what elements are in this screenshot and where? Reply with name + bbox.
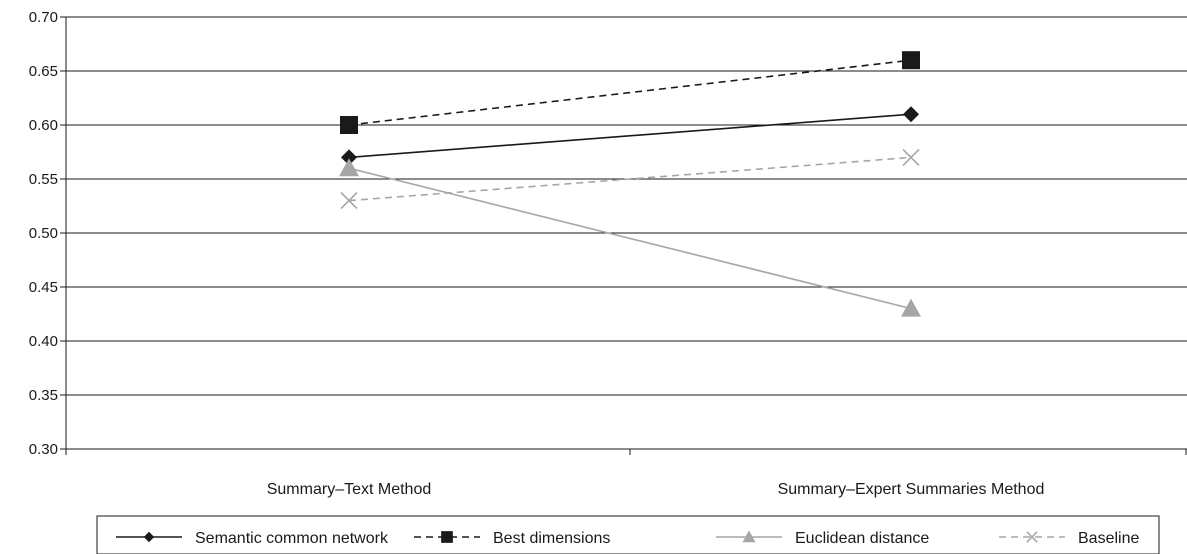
legend-item-euclidean-distance: Euclidean distance xyxy=(716,530,929,547)
x-tick-label: Summary–Expert Summaries Method xyxy=(778,481,1045,498)
y-tick-label: 0.70 xyxy=(29,9,58,26)
y-tick-label: 0.30 xyxy=(29,441,58,458)
legend-item-semantic-common-network: Semantic common network xyxy=(116,530,389,547)
x-tick-label: Summary–Text Method xyxy=(267,481,432,498)
series-line-euclidean-distance xyxy=(348,167,912,310)
y-tick-label: 0.60 xyxy=(29,117,58,134)
x-axis-labels: Summary–Text Method Summary–Expert Summar… xyxy=(267,481,1045,498)
data-point-baseline-stroke xyxy=(902,148,920,166)
data-point-euclidean-distance xyxy=(339,158,359,177)
legend-label-semantic-common-network: Semantic common network xyxy=(195,530,389,547)
legend-label-euclidean-distance: Euclidean distance xyxy=(795,530,929,547)
data-point-baseline xyxy=(902,148,920,166)
data-point-best-dimensions xyxy=(340,116,358,134)
legend-label-best-dimensions: Best dimensions xyxy=(493,530,610,547)
legend: Semantic common network Best dimensions Eu… xyxy=(96,515,1160,554)
y-axis-ticks: 0.30 0.35 0.40 0.45 0.50 0.55 0.60 0.65 0.70 xyxy=(29,9,66,458)
series-baseline xyxy=(340,148,920,210)
legend-marker-baseline-stroke xyxy=(1026,531,1038,543)
data-point-best-dimensions xyxy=(902,51,920,70)
data-point-semantic-common-network xyxy=(903,106,919,123)
y-tick-label: 0.45 xyxy=(29,279,58,296)
y-tick-label: 0.40 xyxy=(29,333,58,350)
gridlines xyxy=(66,16,1187,396)
series-euclidean-distance xyxy=(339,158,921,317)
legend-marker-best-dimensions xyxy=(441,531,453,543)
legend-marker-baseline xyxy=(1026,531,1038,543)
series-line-baseline xyxy=(348,156,912,202)
legend-item-baseline: Baseline xyxy=(999,530,1139,547)
y-tick-label: 0.55 xyxy=(29,171,58,188)
data-point-semantic-common-network xyxy=(341,149,357,166)
data-point-baseline-stroke xyxy=(340,192,358,210)
data-point-euclidean-distance xyxy=(901,298,921,317)
legend-marker-semantic-common-network xyxy=(143,531,155,543)
legend-box xyxy=(96,515,1160,554)
legend-marker-euclidean-distance xyxy=(742,530,756,543)
series-layer xyxy=(339,51,921,317)
y-tick-label: 0.65 xyxy=(29,63,58,80)
series-best-dimensions xyxy=(340,51,920,134)
legend-label-baseline: Baseline xyxy=(1078,530,1139,547)
axes xyxy=(65,17,1187,455)
series-line-best-dimensions xyxy=(348,59,912,126)
legend-item-best-dimensions: Best dimensions xyxy=(414,530,610,547)
y-tick-label: 0.50 xyxy=(29,225,58,242)
y-tick-label: 0.35 xyxy=(29,387,58,404)
data-point-baseline xyxy=(340,192,358,210)
series-semantic-common-network xyxy=(341,106,919,166)
series-line-semantic-common-network xyxy=(348,113,912,159)
